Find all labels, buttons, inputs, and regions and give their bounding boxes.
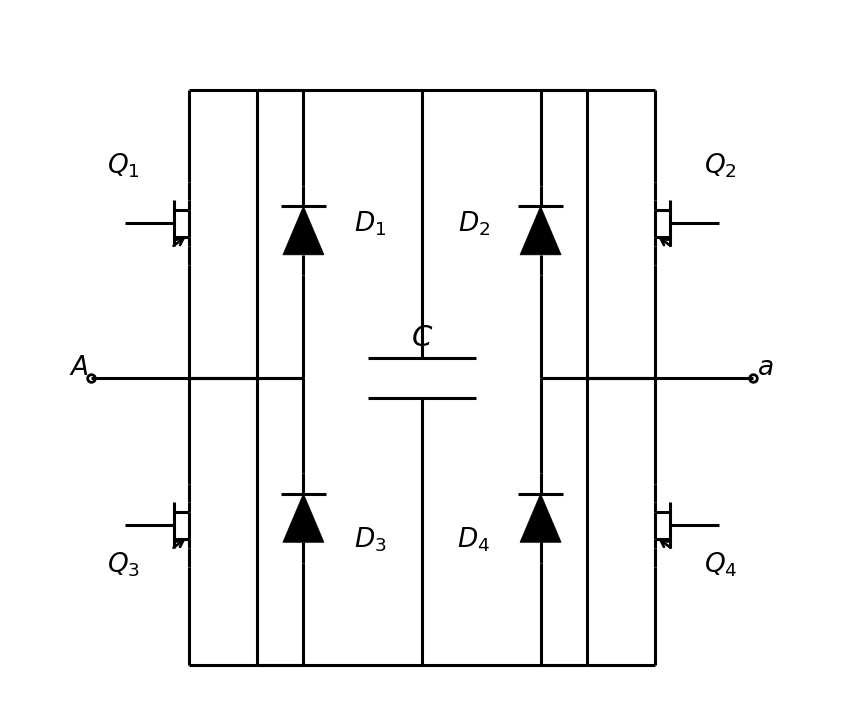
Text: $Q_2$: $Q_2$ [704, 152, 737, 180]
Text: $C$: $C$ [411, 324, 433, 353]
Polygon shape [283, 206, 324, 255]
Text: $D_2$: $D_2$ [458, 209, 490, 238]
Text: $D_1$: $D_1$ [354, 209, 386, 238]
Polygon shape [283, 494, 324, 542]
Text: $Q_3$: $Q_3$ [107, 550, 140, 579]
Text: $a$: $a$ [757, 355, 774, 379]
Text: $D_4$: $D_4$ [457, 526, 490, 554]
Polygon shape [520, 206, 561, 255]
Text: $A$: $A$ [68, 355, 89, 379]
Text: $Q_1$: $Q_1$ [107, 152, 140, 180]
Polygon shape [520, 494, 561, 542]
Text: $D_3$: $D_3$ [354, 526, 387, 554]
Text: $Q_4$: $Q_4$ [704, 550, 737, 579]
